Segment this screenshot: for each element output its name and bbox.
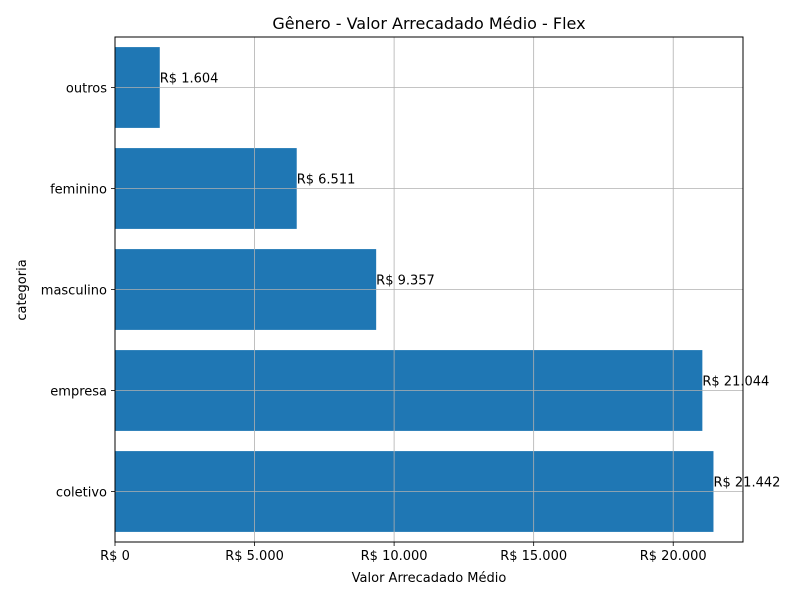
x-tick-label: R$ 15.000 — [500, 549, 567, 564]
y-axis-ticks: coletivo empresa masculino feminino outros — [41, 82, 115, 501]
x-tick-label: R$ 10.000 — [361, 549, 428, 564]
x-tick-label: R$ 20.000 — [640, 549, 707, 564]
chart-title: Gênero - Valor Arrecadado Médio - Flex — [272, 14, 585, 33]
y-axis-label: categoria — [15, 259, 30, 320]
y-tick-label: masculino — [41, 284, 107, 299]
x-tick-label: R$ 5.000 — [225, 549, 284, 564]
x-tick-label: R$ 0 — [100, 549, 130, 564]
data-labels: R$ 21.442 R$ 21.044 R$ 9.357 R$ 6.511 R$ 1.6… — [160, 72, 781, 491]
data-label: R$ 21.044 — [702, 375, 769, 390]
y-tick-label: coletivo — [56, 486, 107, 501]
data-label: R$ 6.511 — [297, 173, 356, 188]
x-axis-label: Valor Arrecadado Médio — [352, 571, 507, 586]
data-label: R$ 9.357 — [376, 274, 435, 289]
grid-overlay — [114, 37, 743, 542]
y-tick-label: empresa — [50, 385, 107, 400]
y-tick-label: outros — [66, 82, 107, 97]
x-axis-ticks: R$ 0 R$ 5.000 R$ 10.000 R$ 15.000 R$ 20.000 — [100, 542, 707, 564]
y-tick-label: feminino — [50, 183, 107, 198]
data-label: R$ 21.442 — [713, 476, 780, 491]
data-label: R$ 1.604 — [160, 72, 219, 87]
